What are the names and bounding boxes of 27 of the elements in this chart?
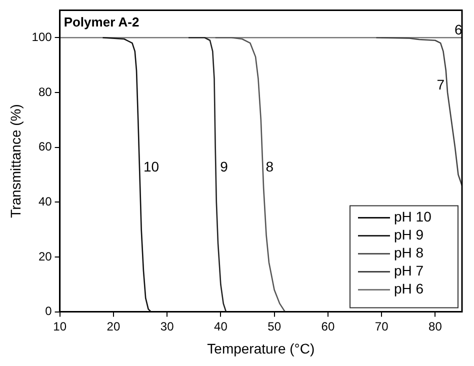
x-tick-label: 60 — [321, 319, 335, 334]
x-tick-label: 70 — [374, 319, 389, 334]
legend-label: pH 7 — [394, 262, 424, 279]
x-tick-label: 80 — [428, 319, 442, 334]
y-tick-label: 40 — [38, 194, 52, 208]
y-tick-label: 0 — [45, 304, 52, 318]
annotation: 7 — [436, 76, 445, 92]
y-axis-title: Transmittance (%) — [7, 104, 24, 218]
legend-label: pH 6 — [394, 280, 424, 297]
legend-label: pH 9 — [394, 226, 424, 243]
annotation: 10 — [143, 158, 160, 175]
annotation: 6 — [454, 21, 462, 38]
x-tick-label: 30 — [160, 319, 174, 334]
annotation: 9 — [220, 158, 228, 175]
x-tick-label: 50 — [268, 319, 282, 334]
chart-title: Polymer A-2 — [64, 14, 140, 30]
x-tick-label: 20 — [106, 319, 120, 334]
y-tick-label: 100 — [32, 30, 52, 44]
y-tick-label: 80 — [38, 84, 52, 99]
legend-label: pH 8 — [394, 244, 424, 261]
annotation: 8 — [266, 158, 274, 175]
x-tick-label: 10 — [53, 319, 67, 334]
y-tick-label: 60 — [38, 140, 52, 154]
x-axis-title: Temperature (°C) — [207, 340, 315, 356]
y-tick-label: 20 — [38, 249, 52, 264]
legend-label: pH 10 — [394, 208, 432, 225]
x-tick-label: 40 — [214, 319, 228, 334]
